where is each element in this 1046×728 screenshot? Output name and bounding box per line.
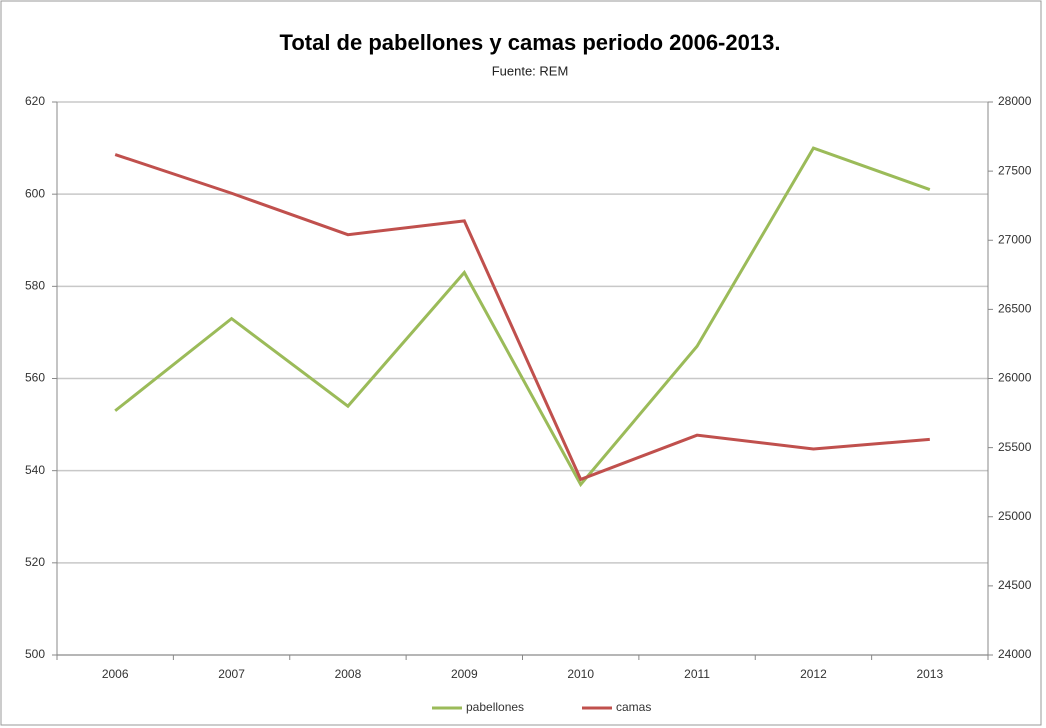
y-tick-label: 500 [25, 647, 45, 661]
x-tick-label: 2006 [102, 667, 129, 681]
chart-subtitle: Fuente: REM [492, 63, 569, 78]
y2-tick-label: 26000 [998, 371, 1032, 385]
y-tick-label: 620 [25, 94, 45, 108]
x-tick-label: 2009 [451, 667, 478, 681]
y-tick-label: 540 [25, 463, 45, 477]
y-tick-label: 600 [25, 186, 45, 200]
y2-tick-label: 25000 [998, 509, 1032, 523]
y-tick-label: 580 [25, 279, 45, 293]
legend-label: camas [616, 700, 651, 714]
chart-title: Total de pabellones y camas periodo 2006… [280, 30, 781, 55]
y2-tick-label: 26500 [998, 302, 1032, 316]
y-tick-label: 560 [25, 371, 45, 385]
y2-tick-label: 24500 [998, 578, 1032, 592]
series-line [114, 153, 930, 482]
y2-tick-label: 27000 [998, 232, 1032, 246]
y2-tick-label: 25500 [998, 440, 1032, 454]
y2-tick-label: 24000 [998, 647, 1032, 661]
x-tick-label: 2011 [684, 667, 710, 681]
series-line [114, 146, 931, 488]
y2-tick-label: 28000 [998, 94, 1032, 108]
x-tick-label: 2008 [335, 667, 362, 681]
x-tick-label: 2007 [218, 667, 245, 681]
legend-label: pabellones [466, 700, 524, 714]
x-tick-label: 2010 [567, 667, 594, 681]
x-tick-label: 2013 [916, 667, 943, 681]
y-tick-label: 520 [25, 555, 45, 569]
y2-tick-label: 27500 [998, 163, 1032, 177]
x-tick-label: 2012 [800, 667, 827, 681]
